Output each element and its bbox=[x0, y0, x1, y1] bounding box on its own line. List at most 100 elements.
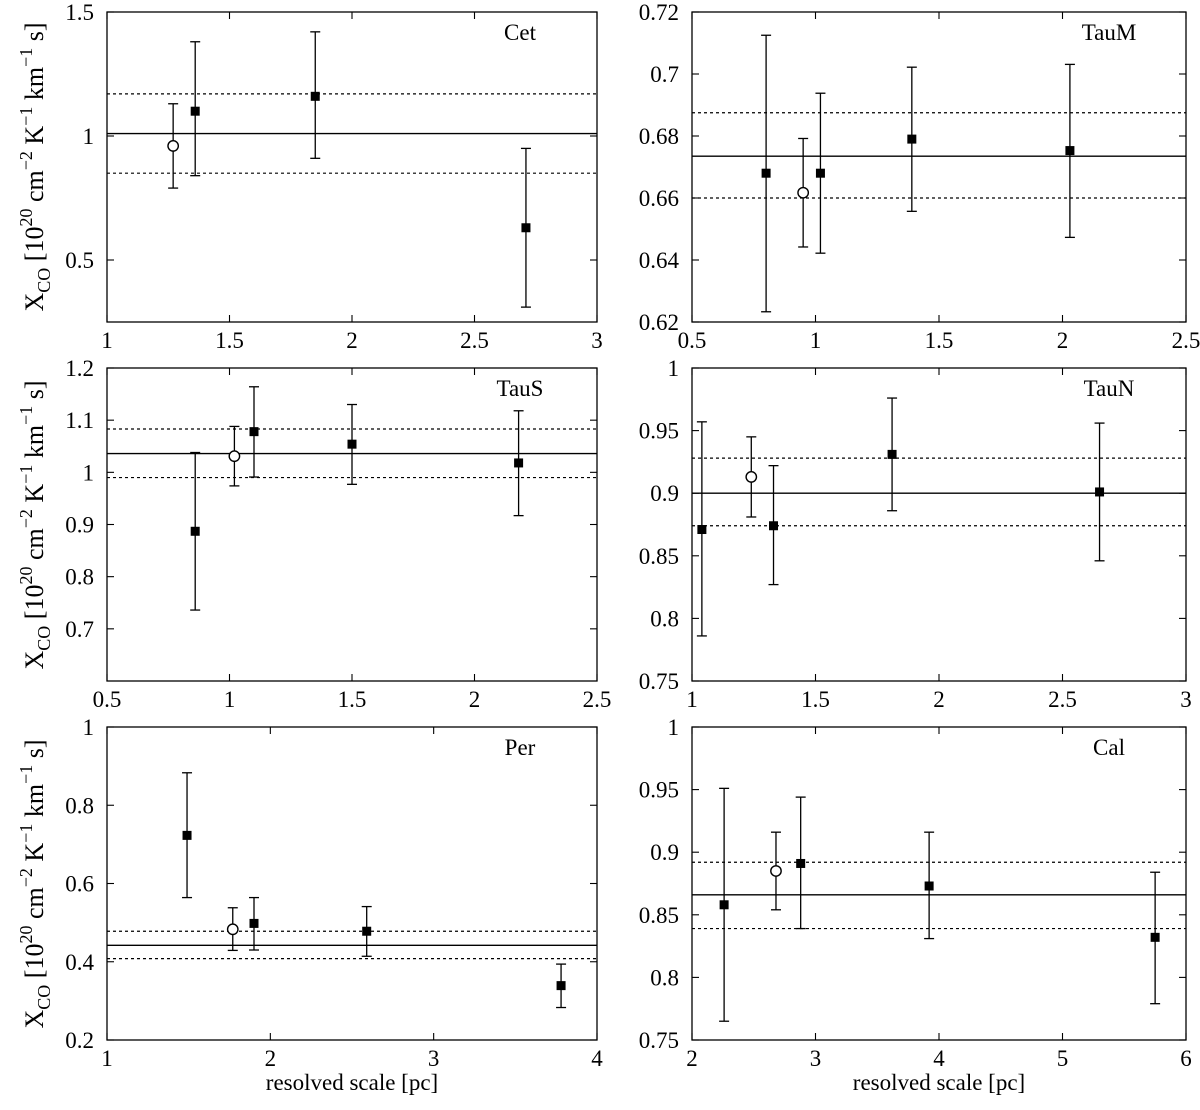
y-tick-label: 0.9 bbox=[65, 513, 94, 538]
x-tick-label: 2.5 bbox=[583, 687, 612, 712]
x-tick-label: 4 bbox=[591, 1046, 603, 1071]
x-tick-label: 1 bbox=[101, 328, 113, 353]
filled-square-marker bbox=[761, 168, 771, 178]
panel-label: TauN bbox=[1084, 376, 1135, 401]
y-axis-title-part: K bbox=[20, 126, 49, 152]
filled-square-marker bbox=[190, 526, 200, 536]
y-tick-label: 0.68 bbox=[639, 124, 679, 149]
x-axis-title: resolved scale [pc] bbox=[853, 1070, 1025, 1095]
x-tick-label: 5 bbox=[1057, 1046, 1069, 1071]
filled-square-marker bbox=[556, 981, 566, 991]
x-tick-label: 3 bbox=[591, 328, 603, 353]
y-tick-label: 1 bbox=[668, 356, 680, 381]
y-axis-title-part: X bbox=[20, 1010, 49, 1029]
x-tick-label: 1 bbox=[224, 687, 236, 712]
y-tick-label: 0.72 bbox=[639, 0, 679, 25]
y-axis-title-part: s] bbox=[20, 740, 49, 765]
y-axis-title-part: CO bbox=[34, 985, 54, 1010]
x-tick-label: 2 bbox=[1057, 328, 1069, 353]
x-tick-label: 3 bbox=[428, 1046, 440, 1071]
data-point bbox=[761, 34, 772, 313]
filled-square-marker bbox=[182, 830, 192, 840]
y-axis-title-part: 20 bbox=[16, 926, 36, 944]
y-axis-title-part: km bbox=[20, 425, 49, 465]
y-tick-label: 0.9 bbox=[650, 840, 679, 865]
plot-frame bbox=[106, 11, 598, 323]
x-tick-label: 0.5 bbox=[93, 687, 122, 712]
y-axis-title-part: −1 bbox=[16, 465, 36, 484]
y-axis-title-part: −2 bbox=[16, 868, 36, 887]
y-axis-title: XCO [1020 cm−2 K−1 km−1 s] bbox=[16, 23, 54, 312]
data-point bbox=[347, 403, 357, 485]
y-axis-title-part: s] bbox=[20, 381, 49, 406]
y-tick-label: 0.95 bbox=[639, 778, 679, 803]
data-point bbox=[745, 436, 758, 518]
y-tick-label: 0.85 bbox=[639, 544, 679, 569]
panel-label: TauS bbox=[497, 376, 544, 401]
y-axis-title-part: km bbox=[20, 784, 49, 824]
y-axis-title: XCO [1020 cm−2 K−1 km−1 s] bbox=[16, 381, 54, 670]
y-axis-title-part: X bbox=[20, 651, 49, 670]
data-point bbox=[1094, 422, 1105, 562]
panel-taus: 0.5 1 1.5 2 2.5 0.7 0.8 0.9 1 1.1 1.2 TauS bbox=[65, 356, 611, 712]
data-point bbox=[190, 451, 201, 611]
x-tick-label: 3 bbox=[810, 1046, 822, 1071]
y-tick-label: 0.8 bbox=[65, 793, 94, 818]
filled-square-marker bbox=[190, 106, 200, 116]
panel-label: Per bbox=[505, 735, 536, 760]
y-tick-label: 1.5 bbox=[65, 0, 94, 25]
y-tick-label: 1.1 bbox=[65, 408, 94, 433]
x-tick-label: 1.5 bbox=[925, 328, 954, 353]
x-tick-label: 6 bbox=[1180, 1046, 1192, 1071]
filled-square-marker bbox=[310, 91, 320, 101]
data-point bbox=[167, 103, 180, 189]
data-point bbox=[513, 410, 524, 517]
x-tick-label: 2 bbox=[933, 687, 945, 712]
x-tick-label: 2 bbox=[686, 1046, 698, 1071]
y-axis-title-part: [10 bbox=[20, 944, 49, 985]
open-circle-marker bbox=[226, 923, 239, 936]
filled-square-marker bbox=[887, 449, 897, 459]
y-axis-title-part: −1 bbox=[16, 765, 36, 784]
y-tick-label: 0.95 bbox=[639, 419, 679, 444]
x-tick-label: 1.5 bbox=[801, 687, 830, 712]
x-tick-label: 1 bbox=[101, 1046, 113, 1071]
y-tick-label: 0.9 bbox=[650, 481, 679, 506]
y-tick-label: 0.62 bbox=[639, 310, 679, 335]
panel-label: Cet bbox=[504, 20, 537, 45]
x-tick-label: 3 bbox=[1180, 687, 1192, 712]
open-circle-marker bbox=[797, 186, 810, 199]
panel-label: TauM bbox=[1082, 20, 1137, 45]
data-point bbox=[906, 66, 917, 212]
x-tick-label: 4 bbox=[933, 1046, 945, 1071]
y-tick-label: 0.64 bbox=[639, 248, 680, 273]
data-point bbox=[795, 796, 806, 930]
data-point bbox=[182, 772, 193, 899]
filled-square-marker bbox=[521, 223, 531, 233]
filled-square-marker bbox=[347, 439, 357, 449]
filled-square-marker bbox=[249, 918, 259, 928]
data-point bbox=[797, 137, 810, 248]
y-tick-label: 0.85 bbox=[639, 903, 679, 928]
y-axis-title-part: K bbox=[20, 843, 49, 869]
filled-square-marker bbox=[815, 168, 825, 178]
x-tick-label: 2.5 bbox=[1172, 328, 1200, 353]
filled-square-marker bbox=[769, 521, 779, 531]
data-point bbox=[1150, 871, 1161, 1005]
data-point bbox=[768, 465, 779, 586]
filled-square-marker bbox=[697, 525, 707, 535]
filled-square-marker bbox=[1095, 487, 1105, 497]
x-tick-label: 1 bbox=[810, 328, 822, 353]
open-circle-marker bbox=[228, 450, 241, 463]
y-axis-title-part: cm bbox=[20, 170, 49, 208]
y-axis-title-part: −1 bbox=[16, 824, 36, 843]
y-tick-label: 0.7 bbox=[65, 617, 94, 642]
data-point bbox=[249, 896, 259, 951]
data-point bbox=[520, 147, 531, 308]
filled-square-marker bbox=[796, 858, 806, 868]
data-point bbox=[770, 831, 782, 911]
y-tick-label: 0.8 bbox=[65, 565, 94, 590]
data-point bbox=[696, 421, 707, 637]
data-point bbox=[226, 907, 239, 952]
